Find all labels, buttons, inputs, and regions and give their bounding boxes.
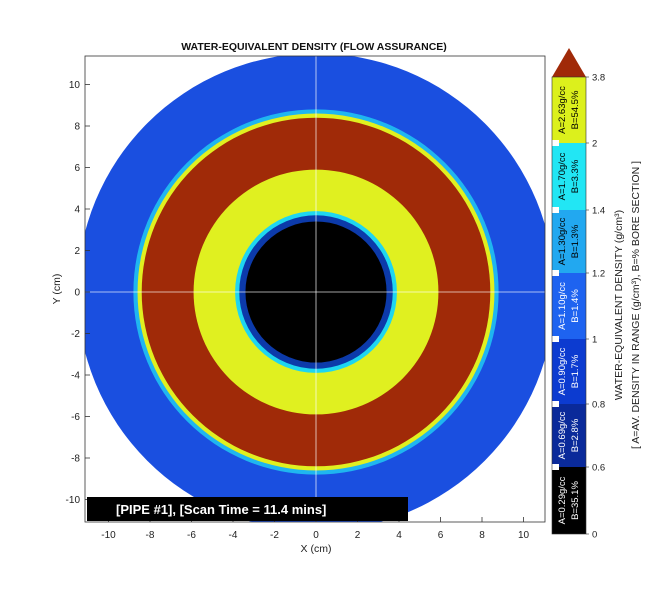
colorbar-band-text-b: B=1.3% [570,224,581,258]
x-tick-label: -4 [229,530,238,541]
annotation-text: [PIPE #1], [Scan Time = 11.4 mins] [116,502,326,517]
colorbar-band-text-a: A=0.29g/cc [557,476,568,524]
colorbar-band [552,339,586,404]
x-tick-label: 2 [355,530,361,541]
colorbar-band-text-a: A=2.63g/cc [557,86,568,134]
colorbar-band-text-a: A=0.90g/cc [557,347,568,395]
colorbar-tick-label: 0.6 [592,463,605,474]
colorbar-band-text-b: B=1.7% [570,354,581,388]
colorbar-band-text-a: A=1.30g/cc [557,217,568,265]
colorbar-tick-label: 2 [592,139,597,150]
plot-frame [84,55,546,523]
colorbar-separator [551,207,559,213]
y-tick-label: 0 [74,288,80,299]
x-tick-label: -6 [187,530,196,541]
colorbar-tick-label: 1.2 [592,269,605,280]
colorbar-band-text-b: B=3.3% [570,159,581,193]
colorbar-band [552,143,586,210]
x-tick-label: 6 [438,530,444,541]
colorbar-tick-label: 1 [592,335,597,346]
x-axis-label: X (cm) [301,543,332,555]
colorbar-tick-label: 3.8 [592,73,605,84]
colorbar-tick-label: 0 [592,530,597,541]
y-tick-label: -6 [71,412,80,423]
y-axis-label: Y (cm) [51,274,63,305]
colorbar-band-text-a: A=1.70g/cc [557,152,568,200]
x-tick-label: -10 [101,530,116,541]
colorbar-band [552,77,586,143]
x-tick-label: 10 [518,530,530,541]
colorbar-label-line2: [ A=AV. DENSITY IN RANGE (g/cm³), B=% BO… [630,161,642,449]
colorbar-band-text-a: A=1.10g/cc [557,282,568,330]
colorbar-band-text-b: B=1.4% [570,289,581,323]
y-tick-label: 8 [74,122,80,133]
colorbar-separator [551,464,559,470]
colorbar-overflow-arrow [552,48,586,77]
y-tick-label: -4 [71,371,80,382]
annotation-box: [PIPE #1], [Scan Time = 11.4 mins] [87,497,408,521]
colorbar-frame [551,76,587,535]
y-tick-label: -10 [66,495,81,506]
colorbar-separator [551,140,559,146]
colorbar-separator [551,270,559,276]
y-tick-label: 4 [74,205,80,216]
x-tick-label: -2 [270,530,279,541]
colorbar-band-text-b: B=2.8% [570,418,581,452]
colorbar: A=0.29g/cc B=35.1% A=0.69g/cc B=2.8% A=0.90g… [551,48,605,541]
colorbar-band [552,273,586,339]
colorbar-band [552,404,586,467]
colorbar-tick-label: 1.4 [592,206,605,217]
colorbar-separator [551,401,559,407]
colorbar-band-text-b: B=35.1% [570,481,581,520]
x-tick-label: 8 [479,530,485,541]
y-tick-label: -8 [71,454,80,465]
colorbar-band [552,467,586,534]
colorbar-band [552,210,586,273]
y-tick-label: 2 [74,246,80,257]
colorbar-separator [551,336,559,342]
chart-title: WATER-EQUIVALENT DENSITY (FLOW ASSURANCE… [181,41,447,53]
x-tick-label: 0 [313,530,319,541]
colorbar-band-text-b: B=54.5% [570,90,581,129]
colorbar-tick-label: 0.8 [592,400,605,411]
y-tick-label: 10 [69,80,81,91]
plot-area [85,56,545,522]
x-tick-label: 4 [396,530,402,541]
x-tick-label: -8 [146,530,155,541]
colorbar-band-text-a: A=0.69g/cc [557,411,568,459]
y-tick-label: -2 [71,329,80,340]
annotation-background [87,497,408,521]
y-tick-label: 6 [74,163,80,174]
colorbar-label-line1: WATER-EQUIVALENT DENSITY (g/cm³) [613,210,625,400]
